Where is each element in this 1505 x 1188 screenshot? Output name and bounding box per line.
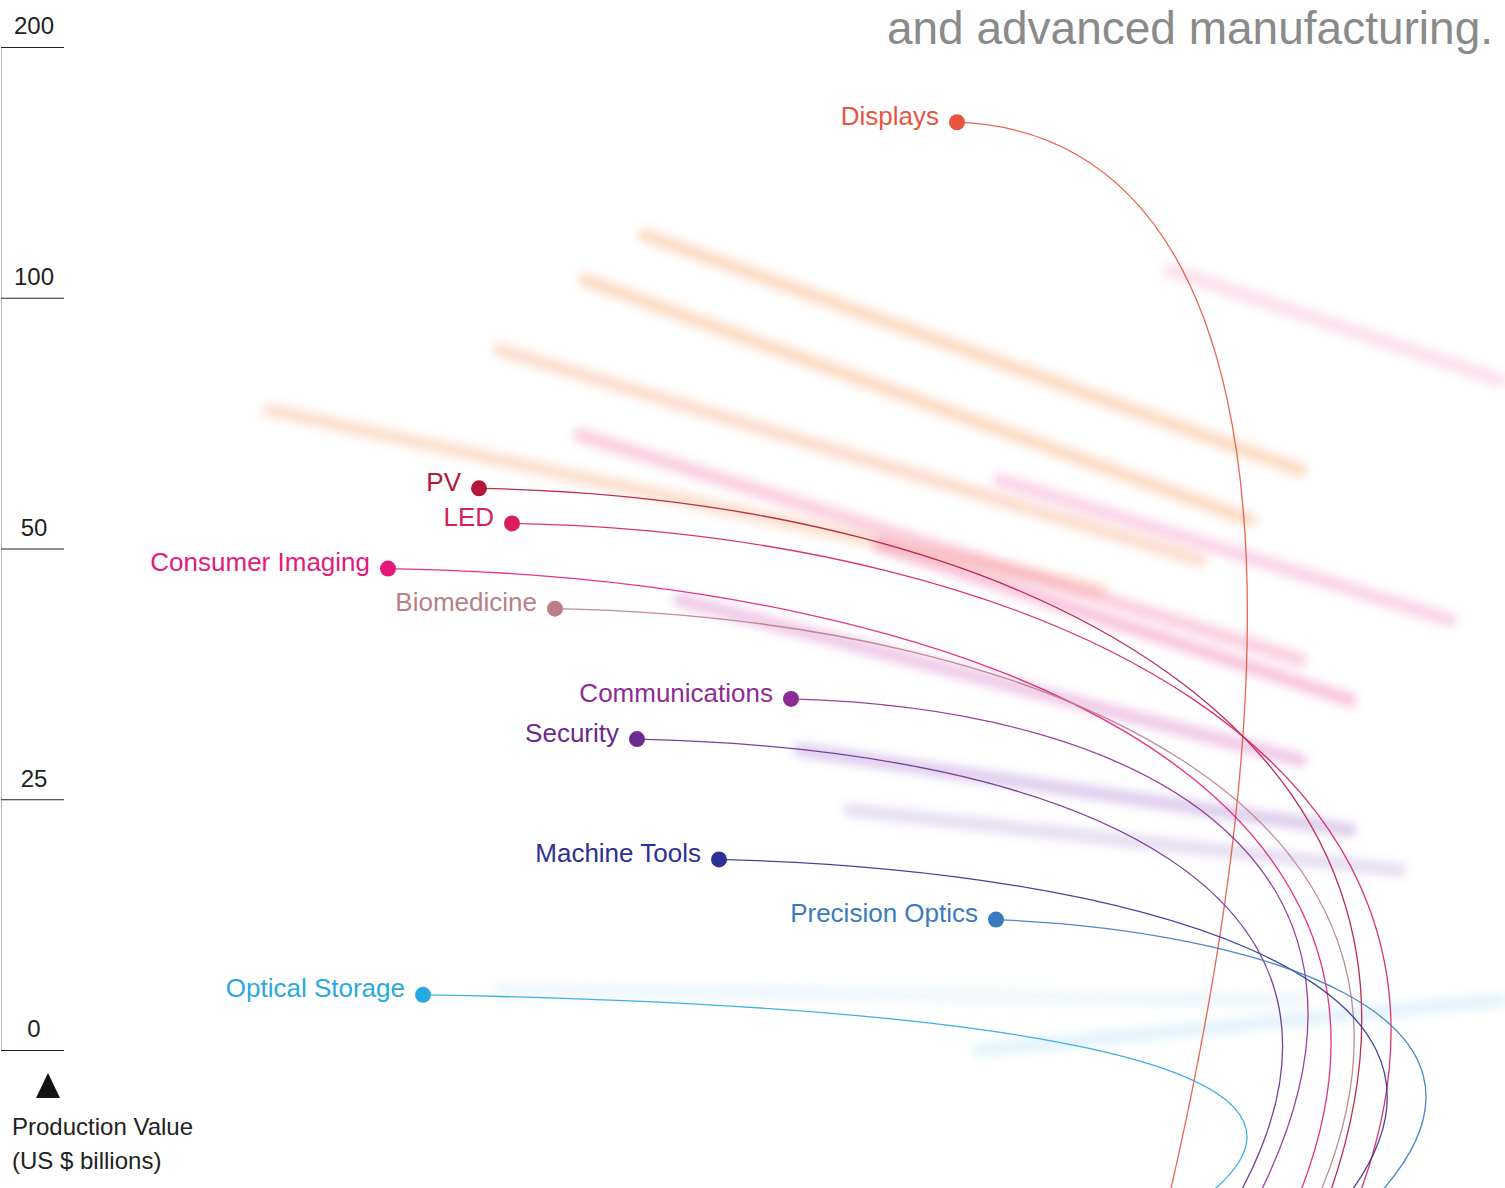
trail	[957, 122, 1247, 1188]
tick-mark	[1, 1050, 64, 1051]
tick: 200	[1, 12, 64, 47]
dot	[711, 851, 727, 867]
category-label: Optical Storage	[226, 973, 405, 1003]
dot	[949, 114, 965, 130]
dot	[629, 731, 645, 747]
category-label: Precision Optics	[790, 898, 978, 928]
tick-mark	[1, 548, 64, 549]
y-axis: 0 25 50 100 200	[1, 12, 64, 1050]
dot	[415, 987, 431, 1003]
streak	[1000, 480, 1450, 620]
streak	[580, 435, 1300, 660]
tick-label: 200	[14, 12, 54, 39]
tick: 0	[1, 1015, 64, 1050]
category-label: Communications	[579, 678, 773, 708]
labels: Displays PV LED Consumer Imaging Biomedicine…	[150, 101, 978, 1004]
dot	[547, 601, 563, 617]
category-label: Security	[525, 718, 619, 748]
trail	[637, 739, 1283, 1188]
category-label: Consumer Imaging	[150, 547, 370, 577]
tick-label: 50	[21, 514, 48, 541]
chart: and advanced manufacturing. 0 25 50 100 200 Pr…	[0, 0, 1505, 1188]
streak	[1170, 270, 1500, 380]
tick-mark	[1, 47, 64, 48]
tick: 25	[1, 765, 64, 800]
category-label: LED	[443, 502, 494, 532]
dot	[504, 515, 520, 531]
tick-label: 0	[27, 1015, 40, 1042]
axis-title: Production Value(US $ billions)	[12, 1113, 193, 1174]
tick-mark	[1, 298, 64, 299]
category-label: Biomedicine	[395, 587, 537, 617]
dot	[783, 691, 799, 707]
trail	[423, 995, 1247, 1188]
trail	[719, 859, 1387, 1188]
trail	[555, 609, 1354, 1188]
tick-label: 25	[21, 765, 48, 792]
category-label: PV	[426, 467, 461, 497]
streak	[645, 235, 1300, 470]
dot	[471, 480, 487, 496]
streak	[500, 990, 1300, 1000]
dot	[988, 912, 1004, 928]
tick-mark	[1, 799, 64, 800]
axis-arrow	[36, 1073, 60, 1098]
trail	[512, 523, 1391, 1188]
tick: 100	[1, 263, 64, 298]
dot	[380, 561, 396, 577]
streak	[500, 350, 1200, 560]
title: and advanced manufacturing.	[887, 2, 1493, 54]
category-label: Machine Tools	[535, 838, 701, 868]
tick-label: 100	[14, 263, 54, 290]
trail	[388, 569, 1331, 1188]
category-label: Displays	[841, 101, 939, 131]
trail	[996, 920, 1426, 1188]
trail	[791, 699, 1308, 1188]
trails	[388, 122, 1426, 1188]
tick: 50	[1, 514, 64, 549]
trail	[479, 488, 1362, 1188]
marks	[380, 114, 1004, 1003]
decoration	[270, 235, 1500, 1050]
streak	[680, 600, 1300, 760]
streak	[850, 810, 1400, 870]
